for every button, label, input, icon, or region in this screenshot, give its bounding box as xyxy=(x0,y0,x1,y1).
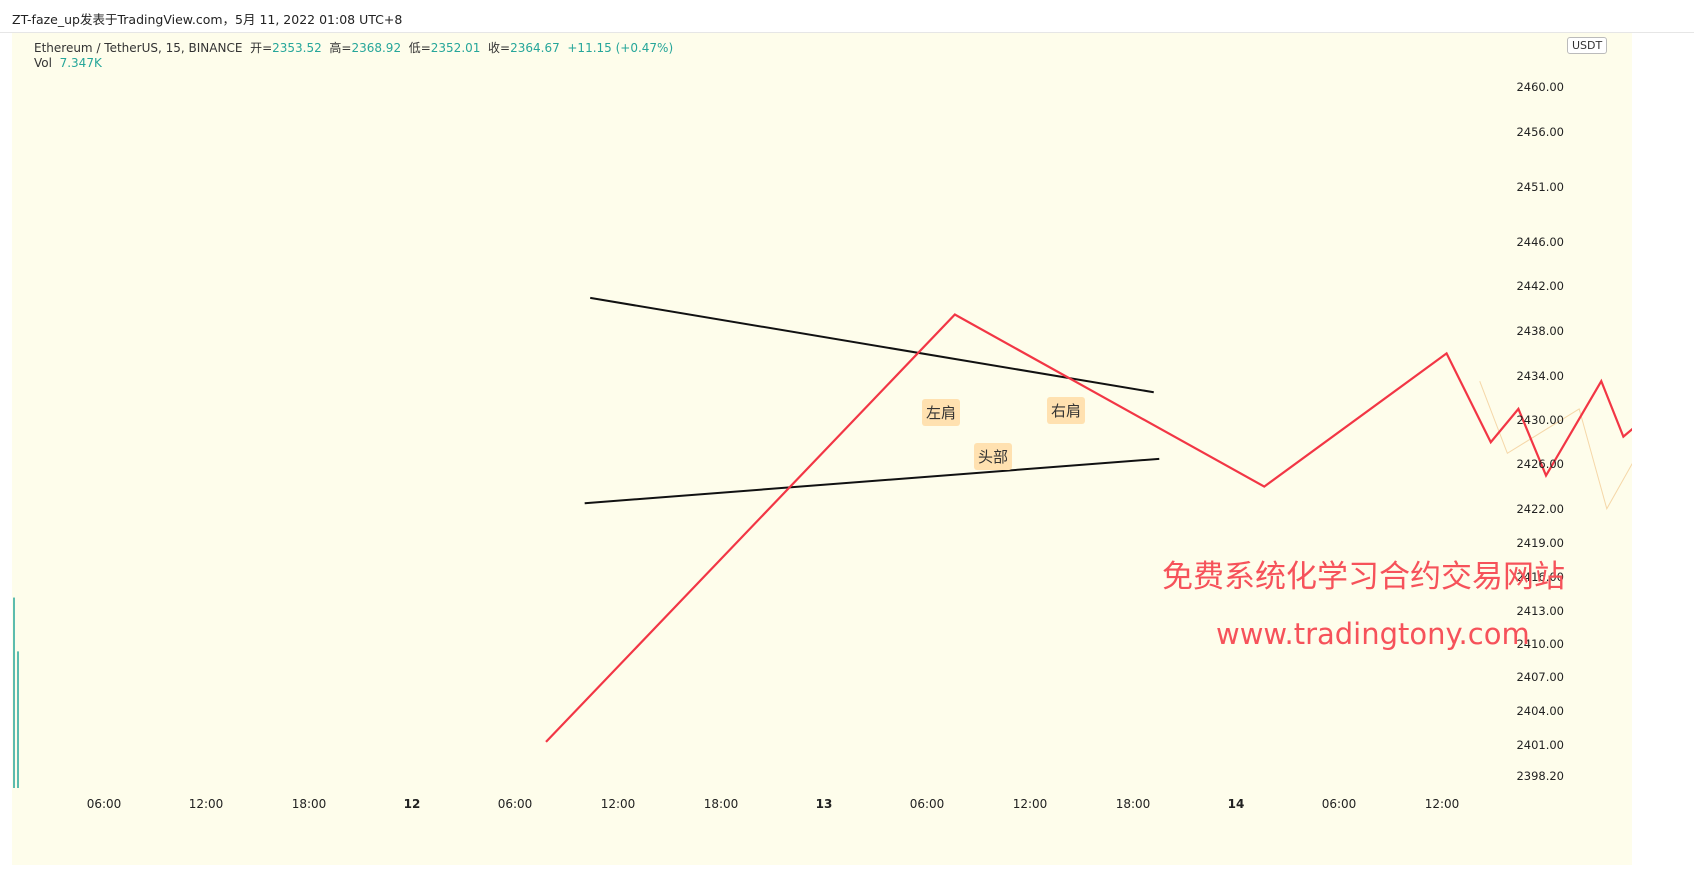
high-value: 2368.92 xyxy=(351,41,402,55)
left-shoulder-label: 左肩 xyxy=(922,399,961,426)
y-tick-label: 2422.00 xyxy=(1516,502,1564,516)
y-tick-label: 2426.00 xyxy=(1516,457,1564,471)
volume-layer xyxy=(13,597,19,788)
header-bar: ZT-faze_up发表于TradingView.com，5月 11, 2022… xyxy=(0,0,1694,33)
lower-trendline[interactable] xyxy=(584,457,1160,505)
price-path-line[interactable] xyxy=(545,226,1632,743)
watermark-title: 免费系统化学习合约交易网站 xyxy=(1162,559,1565,595)
trendline-layer xyxy=(584,296,1160,505)
volume-legend: Vol 7.347K xyxy=(34,56,102,70)
chart-canvas[interactable]: 2460.00 2456.00 2451.00 2446.00 2442.00 2438.… xyxy=(12,33,1632,865)
y-tick-label: 2442.00 xyxy=(1516,279,1564,293)
y-tick-label: 2419.00 xyxy=(1516,536,1564,550)
open-value: 2353.52 xyxy=(272,41,322,55)
pattern-guide-line xyxy=(1479,380,1632,511)
open-label: 开= xyxy=(250,41,273,55)
head-label: 头部 xyxy=(974,443,1013,470)
volume-bar xyxy=(13,597,15,788)
y-tick-label: 2460.00 xyxy=(1516,80,1564,94)
y-tick-label: 2451.00 xyxy=(1516,180,1564,194)
x-tick-label: 12:00 xyxy=(189,797,224,811)
guide-layer xyxy=(1479,380,1632,511)
y-tick-label: 2410.00 xyxy=(1516,637,1564,651)
x-tick-label: 06:00 xyxy=(910,797,945,811)
vol-label: Vol xyxy=(34,56,52,70)
y-tick-label: 2404.00 xyxy=(1516,704,1564,718)
upper-trendline[interactable] xyxy=(590,296,1154,394)
x-tick-label: 13 xyxy=(816,797,833,811)
x-tick-label: 12 xyxy=(404,797,421,811)
x-tick-label: 18:00 xyxy=(704,797,739,811)
x-axis: 06:00 12:00 18:00 12 06:00 12:00 18:00 13 06:00 1… xyxy=(87,797,1460,811)
x-tick-label: 06:00 xyxy=(1322,797,1357,811)
x-tick-label: 06:00 xyxy=(87,797,122,811)
y-tick-label: 2398.20 xyxy=(1516,769,1564,783)
right-shoulder-label: 右肩 xyxy=(1047,397,1086,424)
low-label: 低= xyxy=(408,41,431,55)
high-label: 高= xyxy=(329,41,352,55)
y-tick-label: 2446.00 xyxy=(1516,235,1564,249)
volume-bar xyxy=(17,651,19,788)
x-tick-label: 12:00 xyxy=(1013,797,1048,811)
currency-badge[interactable]: USDT xyxy=(1567,37,1608,54)
ohlc-legend: Ethereum / TetherUS, 15, BINANCE 开=2353.… xyxy=(34,39,673,56)
y-tick-label: 2438.00 xyxy=(1516,324,1564,338)
y-tick-label: 2456.00 xyxy=(1516,125,1564,139)
publisher-text: ZT-faze_up发表于TradingView.com，5月 11, 2022… xyxy=(12,12,403,27)
x-tick-label: 14 xyxy=(1228,797,1245,811)
watermark-url: www.tradingtony.com xyxy=(1216,617,1530,651)
y-tick-label: 2434.00 xyxy=(1516,369,1564,383)
x-tick-label: 12:00 xyxy=(1425,797,1460,811)
x-tick-label: 12:00 xyxy=(601,797,636,811)
x-tick-label: 18:00 xyxy=(1116,797,1151,811)
x-tick-label: 06:00 xyxy=(498,797,533,811)
x-tick-label: 18:00 xyxy=(292,797,327,811)
y-tick-label: 2401.00 xyxy=(1516,738,1564,752)
y-axis: 2460.00 2456.00 2451.00 2446.00 2442.00 2438.… xyxy=(1516,80,1564,783)
y-tick-label: 2407.00 xyxy=(1516,670,1564,684)
close-label: 收= xyxy=(488,41,511,55)
symbol-name[interactable]: Ethereum / TetherUS, 15, BINANCE xyxy=(34,41,243,55)
y-tick-label: 2430.00 xyxy=(1516,413,1564,427)
y-tick-label: 2413.00 xyxy=(1516,604,1564,618)
change-value: +11.15 (+0.47%) xyxy=(567,41,674,55)
y-tick-label: 2416.00 xyxy=(1516,570,1564,584)
chart-pane[interactable]: 2460.00 2456.00 2451.00 2446.00 2442.00 2438.… xyxy=(12,33,1632,865)
close-value: 2364.67 xyxy=(510,41,560,55)
low-value: 2352.01 xyxy=(430,41,481,55)
price-path-layer xyxy=(545,226,1632,743)
vol-value: 7.347K xyxy=(59,56,102,70)
